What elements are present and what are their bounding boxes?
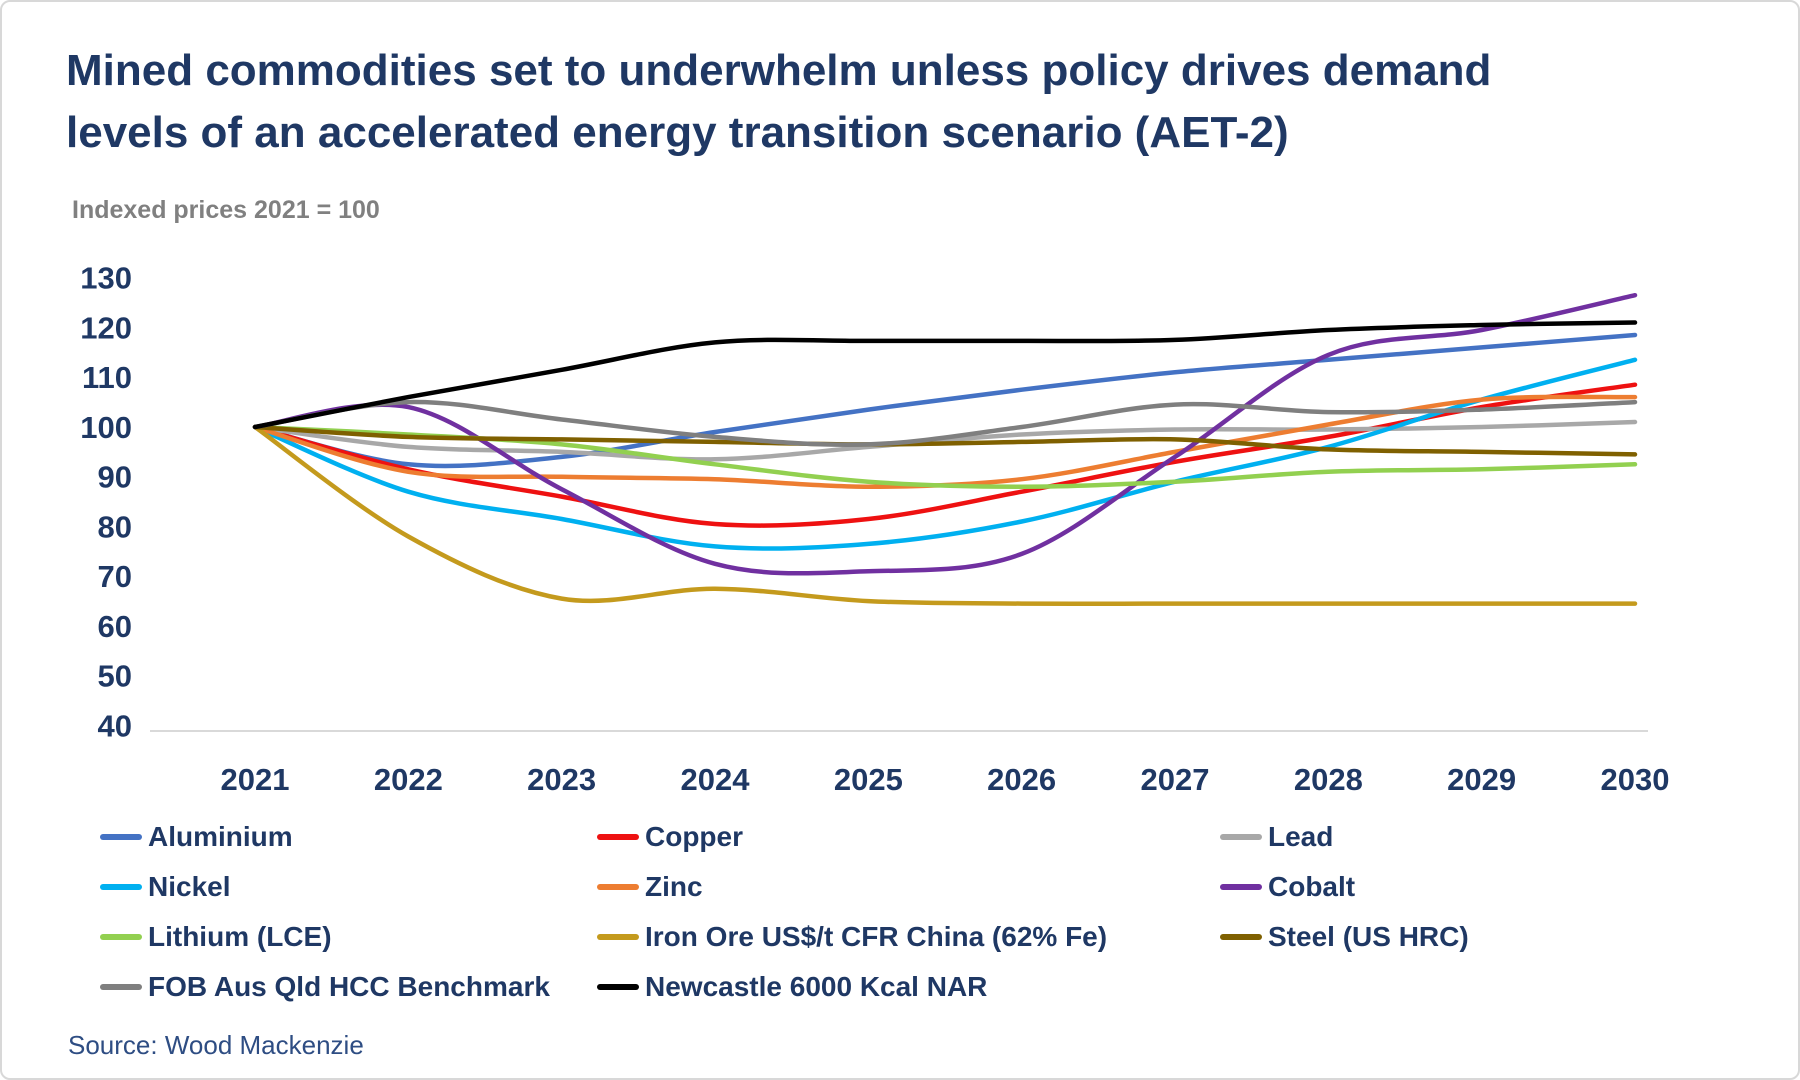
legend-label: Lead xyxy=(1268,821,1334,852)
legend-item: Iron Ore US$/t CFR China (62% Fe) xyxy=(597,921,1220,953)
legend-label: Cobalt xyxy=(1268,871,1356,902)
legend-label: Newcastle 6000 Kcal NAR xyxy=(645,971,988,1002)
legend-label: Nickel xyxy=(148,871,231,902)
series-line-cobalt xyxy=(252,292,1638,576)
x-tick-label: 2030 xyxy=(1601,762,1670,797)
legend-color-dash-icon xyxy=(100,834,142,840)
legend-label: Lithium (LCE) xyxy=(148,921,332,952)
legend-item: FOB Aus Qld HCC Benchmark xyxy=(100,971,597,1003)
x-tick-label: 2027 xyxy=(1141,762,1210,797)
legend-item: Aluminium xyxy=(100,821,597,853)
series-line-iron-ore-us-t-cfr-china-62-fe xyxy=(252,424,1638,607)
legend-label: FOB Aus Qld HCC Benchmark xyxy=(148,971,550,1002)
chart-subtitle: Indexed prices 2021 = 100 xyxy=(72,196,380,224)
legend-item: Copper xyxy=(597,821,1220,853)
y-tick-label: 90 xyxy=(98,460,132,495)
legend-color-dash-icon xyxy=(1220,934,1262,940)
y-tick-label: 70 xyxy=(98,559,132,594)
legend-item: Newcastle 6000 Kcal NAR xyxy=(597,971,1220,1003)
y-tick-label: 120 xyxy=(80,310,132,345)
x-tick-label: 2021 xyxy=(221,762,290,797)
series-line-nickel xyxy=(252,357,1638,551)
y-tick-label: 60 xyxy=(98,609,132,644)
legend-item: Lithium (LCE) xyxy=(100,921,597,953)
y-tick-label: 40 xyxy=(98,708,132,743)
legend-color-dash-icon xyxy=(1220,884,1262,890)
y-tick-label: 100 xyxy=(80,410,132,445)
x-tick-label: 2023 xyxy=(527,762,596,797)
legend-color-dash-icon xyxy=(100,934,142,940)
series-line-fob-aus-qld-hcc-benchmark xyxy=(252,399,1638,447)
source-note: Source: Wood Mackenzie xyxy=(68,1030,364,1060)
series-line-aluminium xyxy=(252,332,1638,469)
legend-item: Nickel xyxy=(100,871,597,903)
y-tick-label: 110 xyxy=(82,360,132,395)
legend-color-dash-icon xyxy=(1220,834,1262,840)
x-tick-label: 2025 xyxy=(834,762,903,797)
x-tick-label: 2029 xyxy=(1447,762,1516,797)
x-tick-label: 2022 xyxy=(374,762,443,797)
chart-legend: Aluminium Copper Lead Nickel Zinc Cobalt Lithi… xyxy=(100,812,1660,1012)
legend-color-dash-icon xyxy=(597,934,639,940)
x-tick-label: 2028 xyxy=(1294,762,1363,797)
x-tick-label: 2024 xyxy=(681,762,751,797)
y-tick-label: 50 xyxy=(98,659,132,694)
y-tick-label: 80 xyxy=(98,509,132,544)
legend-label: Copper xyxy=(645,821,743,852)
legend-label: Zinc xyxy=(645,871,703,902)
series-line-steel-us-hrc xyxy=(252,424,1638,457)
legend-color-dash-icon xyxy=(100,884,142,890)
legend-item: Steel (US HRC) xyxy=(1220,921,1660,953)
x-tick-label: 2026 xyxy=(987,762,1056,797)
chart-title-line2: levels of an accelerated energy transiti… xyxy=(66,108,1289,158)
legend-color-dash-icon xyxy=(597,984,639,990)
legend-label: Aluminium xyxy=(148,821,293,852)
legend-item: Cobalt xyxy=(1220,871,1660,903)
legend-item: Zinc xyxy=(597,871,1220,903)
series-line-lead xyxy=(252,419,1638,462)
chart-title: Mined commodities set to underwhelm unle… xyxy=(66,40,1491,165)
legend-color-dash-icon xyxy=(597,884,639,890)
legend-item: Lead xyxy=(1220,821,1660,853)
legend-label: Steel (US HRC) xyxy=(1268,921,1469,952)
legend-color-dash-icon xyxy=(100,984,142,990)
legend-color-dash-icon xyxy=(597,834,639,840)
y-tick-label: 130 xyxy=(80,261,132,296)
legend-label: Iron Ore US$/t CFR China (62% Fe) xyxy=(645,921,1108,952)
series-line-newcastle-6000-kcal-nar xyxy=(252,320,1638,430)
chart-title-line1: Mined commodities set to underwhelm unle… xyxy=(66,46,1492,95)
